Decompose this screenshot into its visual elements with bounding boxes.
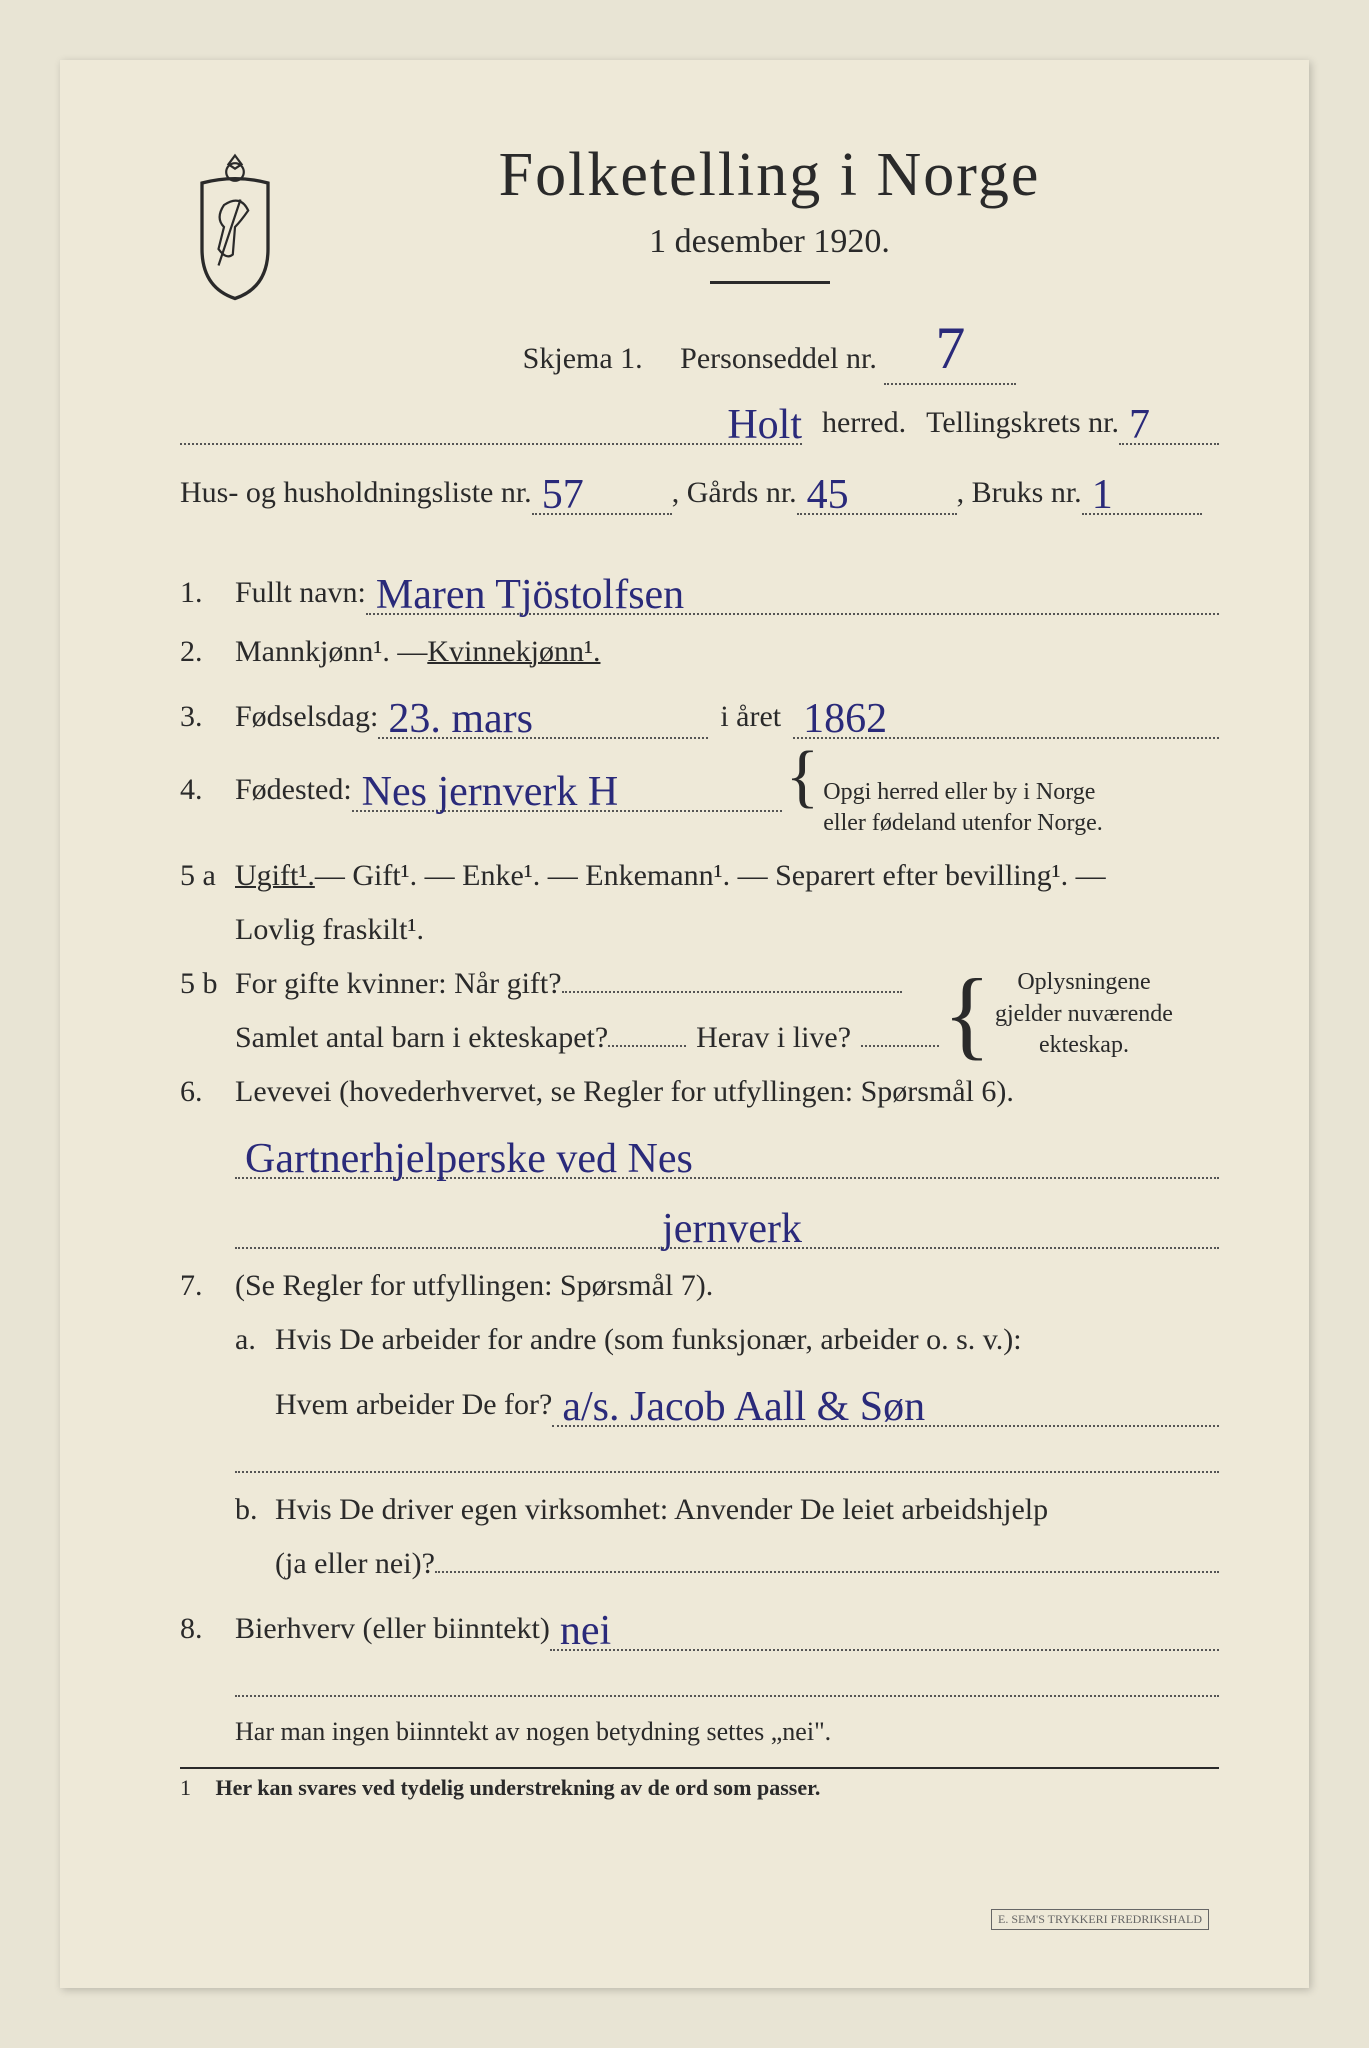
q4-note: Opgi herred eller by i Norge eller fødel… <box>823 777 1102 839</box>
q7-row: 7. (Se Regler for utfyllingen: Spørsmål … <box>180 1269 1219 1303</box>
footnote: 1 Her kan svares ved tydelig understrekn… <box>180 1767 1219 1801</box>
q6-value1: Gartnerhjelperske ved Nes <box>245 1136 693 1182</box>
q5a-rest: — Gift¹. — Enke¹. — Enkemann¹. — Separer… <box>315 859 1106 893</box>
q5b-note1: Oplysningene <box>1017 969 1150 995</box>
title-divider <box>710 281 830 284</box>
q3-day: 23. mars <box>388 696 533 742</box>
personseddel-value: 7 <box>935 315 965 381</box>
q5b-note2: gjelder nuværende <box>995 1001 1173 1027</box>
q2-selected: Kvinnekjønn¹. <box>427 635 600 669</box>
q7-num: 7. <box>180 1269 235 1303</box>
coat-of-arms-icon <box>180 150 290 304</box>
q6-row: 6. Levevei (hovederhvervet, se Regler fo… <box>180 1075 1219 1109</box>
q5b-note: Oplysningene gjelder nuværende ekteskap. <box>995 967 1173 1061</box>
q3-year-label: i året <box>708 700 793 734</box>
q5b-row2: Samlet antal barn i ekteskapet? Herav i … <box>235 1021 939 1055</box>
q4-label: Fødested: <box>235 773 352 807</box>
q5b-note-block: { Oplysningene gjelder nuværende ekteska… <box>939 967 1219 1061</box>
q5a-num: 5 a <box>180 859 235 893</box>
footnote-num: 1 <box>180 1775 210 1801</box>
brace-icon: { <box>943 989 991 1039</box>
q6-value-row2: jernverk <box>235 1199 1219 1249</box>
q4-num: 4. <box>180 773 235 807</box>
q7a-row2: Hvem arbeider De for? a/s. Jacob Aall & … <box>275 1377 1219 1427</box>
q5b-row1: 5 b For gifte kvinner: Når gift? <box>180 967 939 1001</box>
q5a-row2: Lovlig fraskilt¹. <box>235 913 1219 947</box>
q7a-value: a/s. Jacob Aall & Søn <box>562 1384 925 1430</box>
herred-row: Holt herred. Tellingskrets nr. 7 <box>180 395 1219 445</box>
q1-num: 1. <box>180 576 235 610</box>
personseddel-label: Personseddel nr. <box>680 342 877 375</box>
q7b-line2: (ja eller nei)? <box>275 1547 435 1581</box>
q5b-block: { Oplysningene gjelder nuværende ekteska… <box>180 967 1219 1075</box>
brace-icon: { <box>786 759 820 794</box>
q7a-line2: Hvem arbeider De for? <box>275 1388 552 1422</box>
tellingskrets-label: Tellingskrets nr. <box>926 406 1119 440</box>
header: Folketelling i Norge 1 desember 1920. Sk… <box>180 130 1219 385</box>
q8-row: 8. Bierhverv (eller biinntekt) nei <box>180 1601 1219 1651</box>
census-form-page: Folketelling i Norge 1 desember 1920. Sk… <box>60 60 1309 1988</box>
q4-note-2: eller fødeland utenfor Norge. <box>823 810 1102 836</box>
footnote-text: Her kan svares ved tydelig understreknin… <box>216 1775 821 1800</box>
q8-row2 <box>235 1671 1219 1697</box>
q8-num: 8. <box>180 1612 235 1646</box>
q6-num: 6. <box>180 1075 235 1109</box>
q6-value-row1: Gartnerhjelperske ved Nes <box>235 1129 1219 1179</box>
herred-value: Holt <box>727 402 802 448</box>
form-date: 1 desember 1920. <box>320 223 1219 261</box>
q7a-row3 <box>235 1447 1219 1473</box>
husliste-row: Hus- og husholdningsliste nr. 57 , Gårds… <box>180 465 1219 515</box>
q3-num: 3. <box>180 700 235 734</box>
q5b-num: 5 b <box>180 967 235 1001</box>
husliste-label: Hus- og husholdningsliste nr. <box>180 476 532 510</box>
q5a-line2: Lovlig fraskilt¹. <box>235 913 424 947</box>
q7a-letter: a. <box>235 1323 275 1357</box>
gards-value: 45 <box>807 472 849 518</box>
printer-stamp: E. SEM'S TRYKKERI FREDRIKSHALD <box>991 1909 1209 1930</box>
q7b-line1: Hvis De driver egen virksomhet: Anvender… <box>275 1493 1048 1527</box>
title-block: Folketelling i Norge 1 desember 1920. Sk… <box>320 130 1219 385</box>
q4-value: Nes jernverk H <box>362 769 619 815</box>
q5b-line1a: For gifte kvinner: Når gift? <box>235 967 562 1001</box>
q5b-line2a: Samlet antal barn i ekteskapet? <box>235 1021 608 1055</box>
q3-label: Fødselsdag: <box>235 700 378 734</box>
q3-row: 3. Fødselsdag: 23. mars i året 1862 <box>180 689 1219 739</box>
gards-label: , Gårds nr. <box>672 476 797 510</box>
q5b-line2b: Herav i live? <box>686 1021 861 1055</box>
q5a-selected: Ugift¹. <box>235 859 315 893</box>
skjema-label: Skjema 1. <box>523 342 643 375</box>
q7a-line1: Hvis De arbeider for andre (som funksjon… <box>275 1323 1022 1357</box>
husliste-value: 57 <box>542 472 584 518</box>
q5b-note3: ekteskap. <box>1039 1032 1129 1058</box>
q5a-row: 5 a Ugift¹. — Gift¹. — Enke¹. — Enkemann… <box>180 859 1219 893</box>
q7b-row1: b. Hvis De driver egen virksomhet: Anven… <box>235 1493 1219 1527</box>
q1-value: Maren Tjöstolfsen <box>376 572 684 618</box>
herred-label: herred. <box>802 406 926 440</box>
tellingskrets-value: 7 <box>1129 402 1150 448</box>
q8-label: Bierhverv (eller biinntekt) <box>235 1612 550 1646</box>
q1-label: Fullt navn: <box>235 576 366 610</box>
q8-value: nei <box>560 1608 611 1654</box>
q4-row: 4. Fødested: Nes jernverk H { Opgi herre… <box>180 759 1219 839</box>
q4-note-1: Opgi herred eller by i Norge <box>823 779 1095 805</box>
q7a-row1: a. Hvis De arbeider for andre (som funks… <box>235 1323 1219 1357</box>
q1-row: 1. Fullt navn: Maren Tjöstolfsen <box>180 565 1219 615</box>
personseddel-row: Skjema 1. Personseddel nr. 7 <box>320 314 1219 385</box>
bruks-value: 1 <box>1092 472 1113 518</box>
q2-mann: Mannkjønn¹. — <box>235 635 427 669</box>
q6-value2: jernverk <box>662 1206 802 1252</box>
q7b-row2: (ja eller nei)? <box>275 1547 1219 1581</box>
bruks-label: , Bruks nr. <box>957 476 1082 510</box>
q7-label: (Se Regler for utfyllingen: Spørsmål 7). <box>235 1269 713 1303</box>
q6-label: Levevei (hovederhvervet, se Regler for u… <box>235 1075 1014 1109</box>
q3-year: 1862 <box>803 696 887 742</box>
q2-num: 2. <box>180 635 235 669</box>
q7b-letter: b. <box>235 1493 275 1527</box>
footer-note: Har man ingen biinntekt av nogen betydni… <box>235 1717 1219 1747</box>
q2-row: 2. Mannkjønn¹. — Kvinnekjønn¹. <box>180 635 1219 669</box>
form-title: Folketelling i Norge <box>320 140 1219 211</box>
